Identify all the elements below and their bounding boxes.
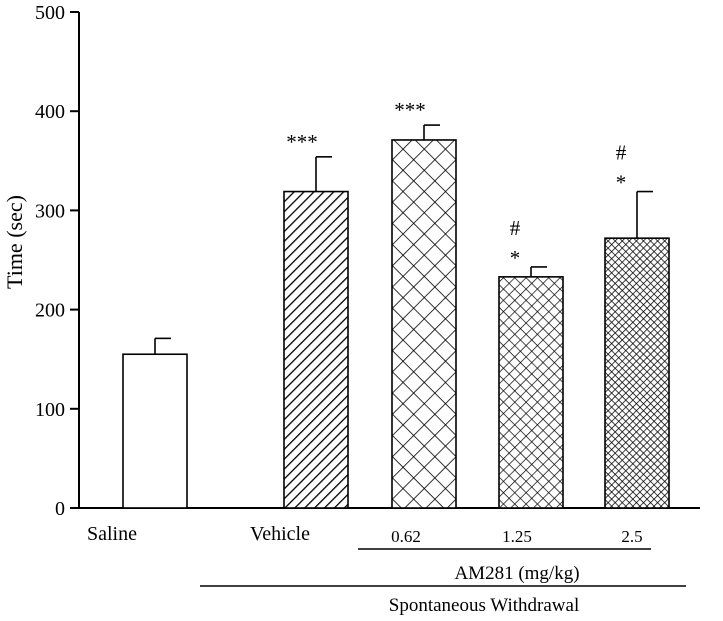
x-tick-label: 0.62	[391, 527, 421, 546]
x-labels: Saline Vehicle 0.62 1.25 2.5	[87, 523, 643, 546]
annotation: #	[510, 216, 521, 240]
y-tick-label: 100	[35, 399, 65, 421]
y-tick-label: 300	[35, 200, 65, 222]
annotation: ***	[394, 98, 426, 122]
y-tick-label: 400	[35, 101, 65, 123]
x-tick-label: Saline	[87, 523, 137, 545]
x-tick-label: 2.5	[621, 527, 642, 546]
bar-Vehicle	[283, 190, 349, 509]
bar-0.62	[391, 139, 457, 509]
y-ticks: 0 100 200 300 400 500	[35, 2, 79, 520]
annotation: ***	[286, 130, 318, 154]
bar-Saline	[122, 353, 188, 509]
y-tick-label: 200	[35, 300, 65, 322]
x-tick-label: 1.25	[502, 527, 532, 546]
y-tick-label: 0	[55, 498, 65, 520]
significance-annotations: *** *** # * # *	[286, 98, 627, 270]
am281-label: AM281 (mg/kg)	[454, 563, 579, 584]
annotation: *	[510, 246, 521, 270]
bar-1.25	[498, 276, 564, 509]
withdrawal-label: Spontaneous Withdrawal	[389, 595, 579, 616]
annotation: #	[616, 141, 627, 165]
group-brackets: AM281 (mg/kg) Spontaneous Withdrawal	[200, 548, 686, 616]
y-tick-label: 500	[35, 2, 65, 24]
y-axis-label: Time (sec)	[2, 195, 27, 289]
annotation: *	[616, 171, 627, 195]
bar-2.5	[604, 237, 670, 509]
bars	[122, 124, 670, 509]
x-tick-label: Vehicle	[250, 523, 310, 545]
